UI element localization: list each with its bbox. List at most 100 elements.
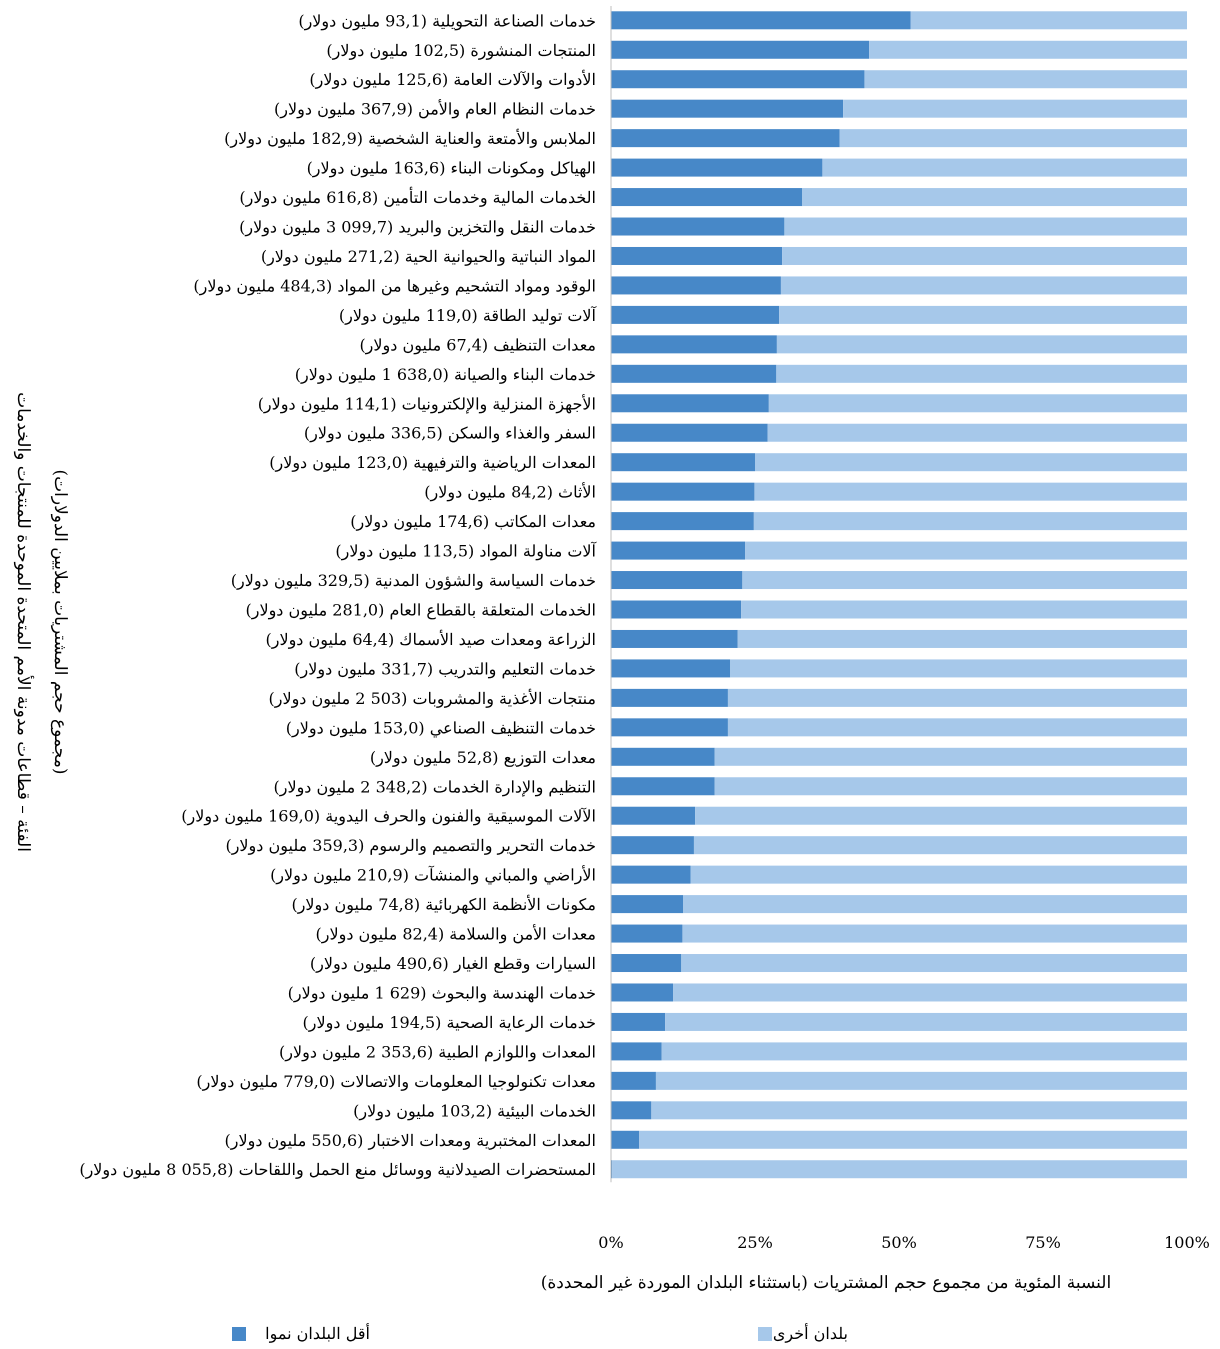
- bar-least-developed: [611, 158, 823, 177]
- category-label: المعدات الرياضية والترفيهية (123,0 مليون…: [269, 453, 596, 472]
- bar-other-countries: [651, 1101, 1187, 1120]
- bar-least-developed: [611, 1012, 666, 1031]
- bar-other-countries: [910, 11, 1187, 30]
- category-label: خدمات التعليم والتدريب (331,7 مليون دولا…: [294, 659, 596, 678]
- bar-other-countries: [839, 129, 1187, 148]
- bar-least-developed: [611, 718, 728, 737]
- bar-other-countries: [780, 276, 1187, 295]
- bar-least-developed: [611, 246, 783, 265]
- category-label: الملابس والأمتعة والعناية الشخصية (182,9…: [224, 129, 596, 148]
- category-label: معدات تكنولوجيا المعلومات والاتصالات (77…: [196, 1072, 596, 1091]
- bar-other-countries: [864, 70, 1187, 89]
- category-label: الوقود ومواد التشحيم وغيرها من المواد (4…: [193, 276, 596, 295]
- category-label: معدات المكاتب (174,6 مليون دولار): [350, 512, 596, 531]
- bar-other-countries: [779, 305, 1187, 324]
- bar-least-developed: [611, 129, 840, 148]
- bar-least-developed: [611, 865, 691, 884]
- legend-label-least-developed: أقل البلدان نموا: [265, 1323, 370, 1343]
- bar-other-countries: [673, 983, 1187, 1002]
- legend-swatch-other-countries: [758, 1327, 772, 1341]
- category-label: المعدات واللوازم الطبية (353,6 2 مليون د…: [279, 1042, 596, 1061]
- bar-least-developed: [611, 1130, 640, 1149]
- category-label: خدمات التنظيف الصناعي (153,0 مليون دولار…: [286, 718, 596, 737]
- bar-other-countries: [767, 423, 1187, 442]
- x-tick-label: 75%: [1025, 1233, 1061, 1252]
- bar-least-developed: [611, 688, 728, 707]
- bar-other-countries: [661, 1042, 1187, 1061]
- bar-other-countries: [753, 512, 1187, 531]
- bar-least-developed: [611, 600, 742, 619]
- bar-least-developed: [611, 541, 746, 560]
- category-label: خدمات البناء والصيانة (638,0 1 مليون دول…: [295, 365, 596, 384]
- bar-least-developed: [611, 217, 785, 236]
- category-label: الزراعة ومعدات صيد الأسماك (64,4 مليون د…: [265, 630, 596, 649]
- category-label: الأراضي والمباني والمنشآت (210,9 مليون د…: [270, 865, 596, 885]
- bar-other-countries: [714, 747, 1187, 766]
- bar-other-countries: [869, 40, 1187, 59]
- x-tick-label: 50%: [881, 1233, 917, 1252]
- bar-least-developed: [611, 983, 674, 1002]
- x-tick-label: 25%: [737, 1233, 773, 1252]
- category-label: آلات توليد الطاقة (119,0 مليون دولار): [339, 305, 598, 325]
- bar-least-developed: [611, 70, 865, 89]
- category-label: المعدات المختبرية ومعدات الاختبار (550,6…: [225, 1131, 596, 1150]
- bar-other-countries: [714, 777, 1187, 796]
- bar-other-countries: [693, 836, 1187, 855]
- bar-least-developed: [611, 276, 781, 295]
- bar-other-countries: [737, 629, 1187, 648]
- category-label: الخدمات المتعلقة بالقطاع العام (281,0 مل…: [245, 601, 596, 620]
- bar-other-countries: [822, 158, 1187, 177]
- bar-least-developed: [611, 364, 777, 383]
- category-label: السيارات وقطع الغيار (490,6 مليون دولار): [310, 954, 596, 973]
- bar-other-countries: [682, 924, 1187, 943]
- category-label: خدمات التحرير والتصميم والرسوم (359,3 مل…: [225, 836, 596, 855]
- x-axis-title: النسبة المئوية من مجموع حجم المشتريات (ب…: [541, 1273, 1111, 1293]
- bar-least-developed: [611, 629, 738, 648]
- bar-least-developed: [611, 924, 683, 943]
- bar-other-countries: [768, 394, 1187, 413]
- bar-least-developed: [611, 394, 769, 413]
- bar-other-countries: [727, 718, 1187, 737]
- bar-least-developed: [611, 895, 683, 914]
- category-label: معدات الأمن والسلامة (82,4 مليون دولار): [316, 925, 596, 944]
- legend-label-other-countries: بلدان أخرى: [773, 1323, 848, 1343]
- category-label: مكونات الأنظمة الكهربائية (74,8 مليون دو…: [291, 895, 596, 914]
- category-label: آلات مناولة المواد (113,5 مليون دولار): [335, 541, 597, 561]
- bar-other-countries: [695, 806, 1187, 825]
- category-label: خدمات النقل والتخزين والبريد (099,7 3 مل…: [239, 218, 596, 237]
- bar-least-developed: [611, 1042, 662, 1061]
- bar-other-countries: [776, 364, 1187, 383]
- category-label: خدمات الصناعة التحويلية (93,1 مليون دولا…: [298, 11, 596, 30]
- bar-least-developed: [611, 1101, 652, 1120]
- bar-other-countries: [730, 659, 1187, 678]
- category-label: المواد النباتية والحيوانية الحية (271,2 …: [261, 247, 596, 266]
- bar-least-developed: [611, 571, 743, 590]
- bar-other-countries: [683, 895, 1187, 914]
- bar-least-developed: [611, 482, 755, 501]
- bar-other-countries: [612, 1160, 1187, 1179]
- bar-least-developed: [611, 1160, 613, 1179]
- category-label: المستحضرات الصيدلانية ووسائل منع الحمل و…: [79, 1160, 596, 1179]
- bar-other-countries: [782, 246, 1187, 265]
- bar-other-countries: [784, 217, 1187, 236]
- bar-least-developed: [611, 1071, 656, 1090]
- category-label: خدمات السياسة والشؤون المدنية (329,5 ملي…: [231, 571, 596, 590]
- bar-other-countries: [742, 571, 1187, 590]
- bar-least-developed: [611, 40, 870, 59]
- bar-other-countries: [745, 541, 1187, 560]
- category-label: خدمات الهندسة والبحوث (629 1 مليون دولار…: [288, 983, 596, 1002]
- y-axis-title-line2: (مجموع حجم المشتريات بملايين الدولارات): [50, 469, 70, 774]
- x-tick-label: 0%: [598, 1233, 623, 1252]
- bar-least-developed: [611, 453, 755, 472]
- bar-least-developed: [611, 659, 731, 678]
- legend-swatch-least-developed: [232, 1327, 246, 1341]
- bar-least-developed: [611, 188, 803, 207]
- category-label: المنتجات المنشورة (102,5 مليون دولار): [326, 41, 596, 60]
- bar-other-countries: [639, 1130, 1187, 1149]
- category-label: الخدمات البيئية (103,2 مليون دولار): [353, 1101, 596, 1120]
- y-axis-title-line1: الفئة – قطاعات مدونة الأمم المتحدة الموح…: [13, 392, 34, 852]
- bar-least-developed: [611, 747, 715, 766]
- category-label: خدمات الرعاية الصحية (194,5 مليون دولار): [303, 1013, 596, 1032]
- category-label: منتجات الأغذية والمشروبات (503 2 مليون د…: [268, 689, 596, 708]
